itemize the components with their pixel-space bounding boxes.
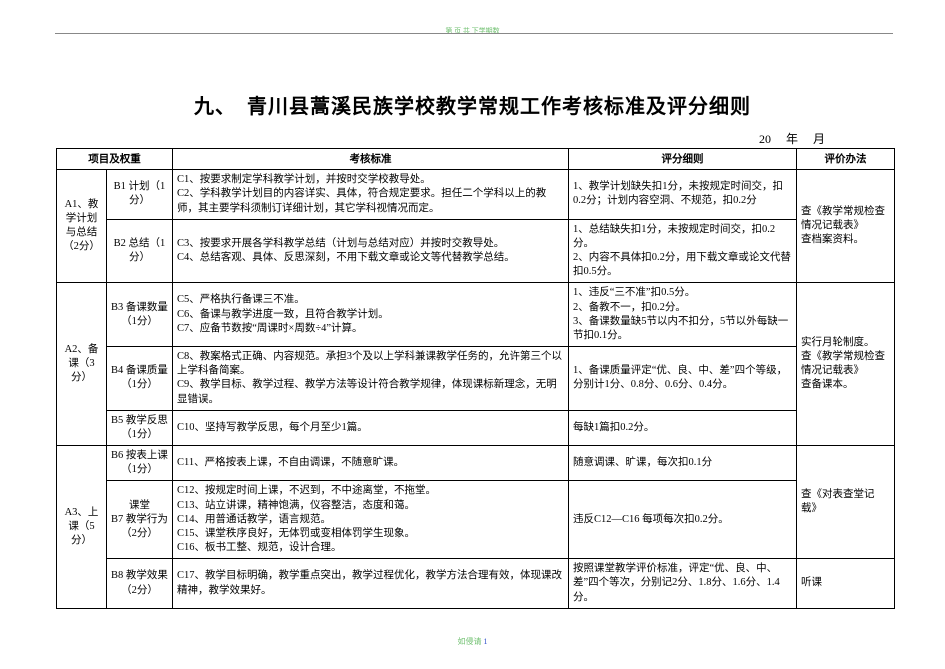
date-prefix: 20 — [759, 132, 771, 146]
table-row: 课堂B7 教学行为（2分） C12、按规定时间上课，不迟到，不中途离堂，不拖堂。… — [57, 481, 895, 559]
cell-e3: 查《对表查堂记载》 — [797, 446, 895, 559]
cell-d1: 1、教学计划缺失扣1分，未按规定时间交，扣0.2分；计划内容空洞、不规范，扣0.… — [569, 170, 797, 220]
cell-e1: 查《教学常规检查情况记载表》查档案资料。 — [797, 170, 895, 283]
cell-c1: C1、按要求制定学科教学计划，并按时交学校教导处。C2、学科教学计划目的内容详实… — [173, 170, 569, 220]
cell-d4: 1、备课质量评定“优、良、中、差”四个等级，分别计1分、0.8分、0.6分、0.… — [569, 347, 797, 411]
table-header-row: 项目及权重 考核标准 评分细则 评价办法 — [57, 149, 895, 170]
table-row: B2 总结（1分） C3、按要求开展各学科教学总结（计划与总结对应）并按时交教导… — [57, 219, 895, 283]
table-row: A2、备课（3分） B3 备课数量（1分） C5、严格执行备课三不准。C6、备课… — [57, 283, 895, 347]
header-microtext: 第 页 共 下学期数 — [0, 26, 945, 36]
cell-d3: 1、违反“三不准”扣0.5分。2、备教不一，扣0.2分。3、备课数量缺5节以内不… — [569, 283, 797, 347]
footer-page-number: 1 — [484, 637, 488, 646]
table-row: B8 教学效果（2分） C17、教学目标明确，教学重点突出，教学过程优化，教学方… — [57, 559, 895, 609]
col-rule: 评分细则 — [569, 149, 797, 170]
cell-b1: B1 计划（1分） — [107, 170, 173, 220]
cell-c3: C5、严格执行备课三不准。C6、备课与教学进度一致，且符合教学计划。C7、应备节… — [173, 283, 569, 347]
col-method: 评价办法 — [797, 149, 895, 170]
cell-e4: 听课 — [797, 559, 895, 609]
date-line: 20 年 月 — [759, 130, 825, 147]
table-row: A3、上课（5分） B6 按表上课（1分） C11、严格按表上课，不自由调课，不… — [57, 446, 895, 481]
cell-c4: C8、教案格式正确、内容规范。承担3个及以上学科兼课教学任务的，允许第三个以上学… — [173, 347, 569, 411]
table-row: A1、教学计划与总结（2分） B1 计划（1分） C1、按要求制定学科教学计划，… — [57, 170, 895, 220]
cell-b5: B5 教学反思（1分） — [107, 410, 173, 445]
cell-b3: B3 备课数量（1分） — [107, 283, 173, 347]
cell-b4: B4 备课质量（1分） — [107, 347, 173, 411]
cell-b6: B6 按表上课（1分） — [107, 446, 173, 481]
col-standard: 考核标准 — [173, 149, 569, 170]
cell-b2: B2 总结（1分） — [107, 219, 173, 283]
table-row: B4 备课质量（1分） C8、教案格式正确、内容规范。承担3个及以上学科兼课教学… — [57, 347, 895, 411]
cell-b8: B8 教学效果（2分） — [107, 559, 173, 609]
cell-a3: A3、上课（5分） — [57, 446, 107, 609]
cell-a2: A2、备课（3分） — [57, 283, 107, 446]
footer-microtext: 如侵请 1 — [0, 636, 945, 647]
date-year-label: 年 — [786, 132, 798, 146]
assessment-table: 项目及权重 考核标准 评分细则 评价办法 A1、教学计划与总结（2分） B1 计… — [56, 148, 895, 609]
cell-d8: 按照课堂教学评价标准，评定“优、良、中、差”四个等次，分别记2分、1.8分、1.… — [569, 559, 797, 609]
cell-d7: 违反C12—C16 每项每次扣0.2分。 — [569, 481, 797, 559]
page-title: 九、 青川县蒿溪民族学校教学常规工作考核标准及评分细则 — [0, 90, 945, 119]
footer-text: 如侵请 — [458, 637, 484, 646]
cell-e2: 实行月轮制度。查《教学常规检查情况记载表》查备课本。 — [797, 283, 895, 446]
cell-d2: 1、总结缺失扣1分，未按规定时间交，扣0.2分。2、内容不具体扣0.2分，用下载… — [569, 219, 797, 283]
col-project: 项目及权重 — [57, 149, 173, 170]
cell-c7: C12、按规定时间上课，不迟到，不中途离堂，不拖堂。C13、站立讲课，精神饱满，… — [173, 481, 569, 559]
cell-c2: C3、按要求开展各学科教学总结（计划与总结对应）并按时交教导处。C4、总结客观、… — [173, 219, 569, 283]
header-rule — [55, 33, 893, 34]
cell-c8: C17、教学目标明确，教学重点突出，教学过程优化，教学方法合理有效，体现课改精神… — [173, 559, 569, 609]
date-month-label: 月 — [813, 132, 825, 146]
cell-c5: C10、坚持写教学反思，每个月至少1篇。 — [173, 410, 569, 445]
cell-a1: A1、教学计划与总结（2分） — [57, 170, 107, 283]
cell-d6: 随意调课、旷课，每次扣0.1分 — [569, 446, 797, 481]
cell-b7: 课堂B7 教学行为（2分） — [107, 481, 173, 559]
cell-d5: 每缺1篇扣0.2分。 — [569, 410, 797, 445]
table-row: B5 教学反思（1分） C10、坚持写教学反思，每个月至少1篇。 每缺1篇扣0.… — [57, 410, 895, 445]
cell-c6: C11、严格按表上课，不自由调课，不随意旷课。 — [173, 446, 569, 481]
